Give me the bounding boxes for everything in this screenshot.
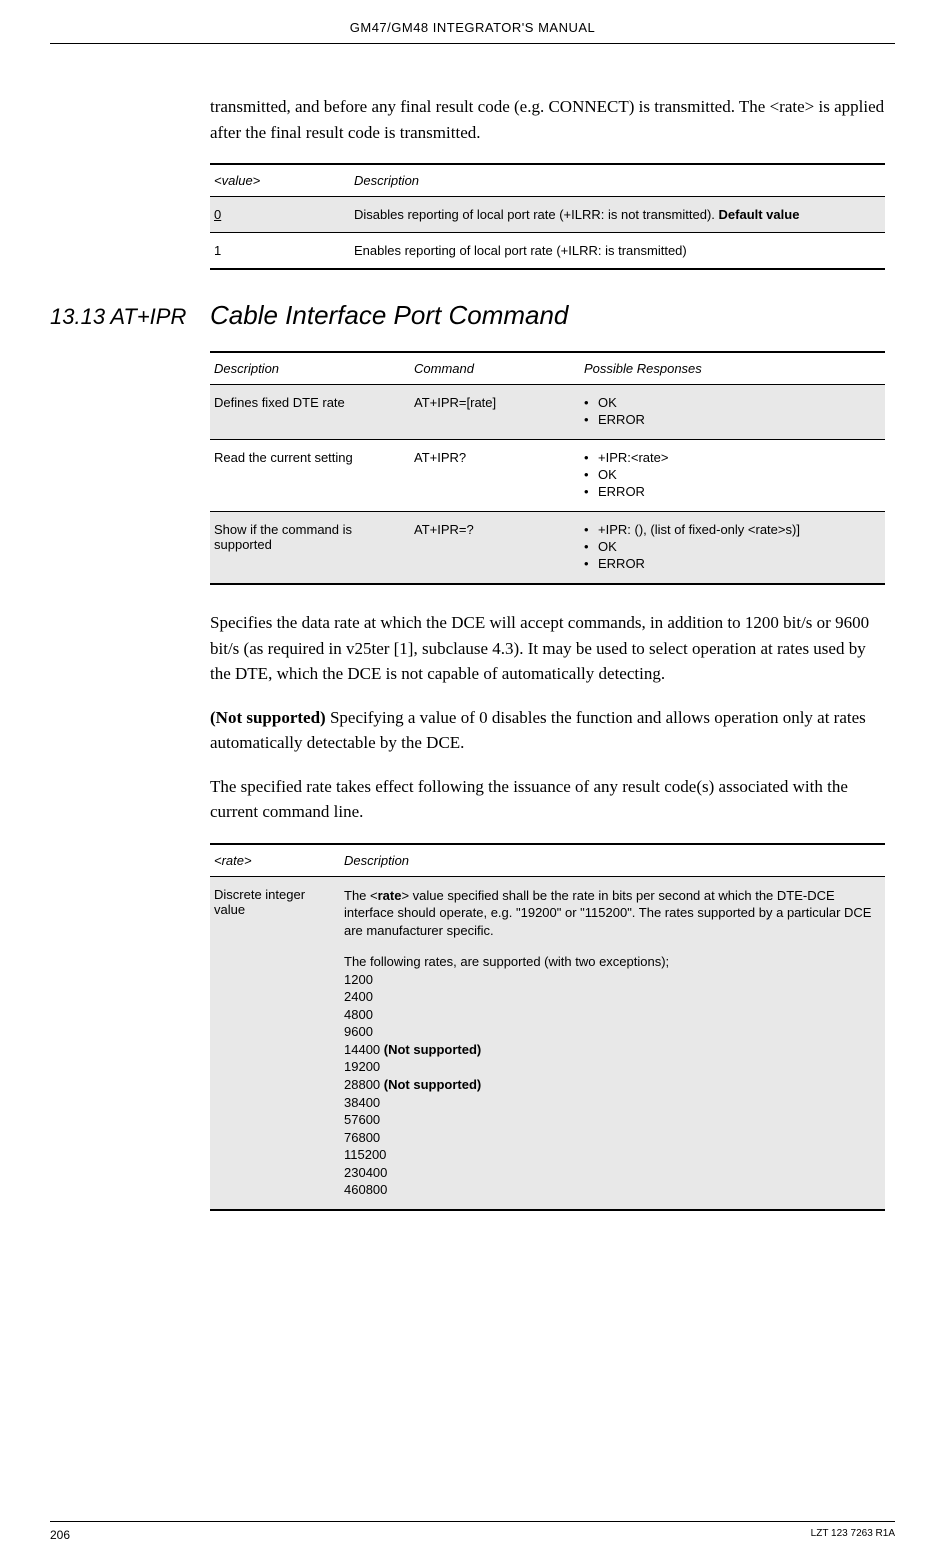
t2-col2-header: Command <box>410 352 580 385</box>
t2-r2-cmd: AT+IPR=? <box>410 512 580 585</box>
rate-line: 14400 (Not supported) <box>344 1041 875 1059</box>
rate-v: 1200 <box>344 972 373 987</box>
rate-ns: (Not supported) <box>380 1077 481 1092</box>
t2-r0-cmd: AT+IPR=[rate] <box>410 385 580 440</box>
section-heading: 13.13 AT+IPR Cable Interface Port Comman… <box>50 300 895 331</box>
rate-v: 2400 <box>344 989 373 1004</box>
table-row: 0 Disables reporting of local port rate … <box>210 197 885 233</box>
t1-r1-value: 1 <box>214 243 221 258</box>
rate-v: 115200 <box>344 1147 386 1162</box>
rate-v: 230400 <box>344 1165 387 1180</box>
rate-v: 76800 <box>344 1130 380 1145</box>
rate-ns: (Not supported) <box>380 1042 481 1057</box>
section-title: Cable Interface Port Command <box>210 300 568 331</box>
rate-line: 2400 <box>344 988 875 1006</box>
section-number: 13.13 AT+IPR <box>50 304 210 330</box>
rate-line: 57600 <box>344 1111 875 1129</box>
t3-value: Discrete integer value <box>210 876 340 1210</box>
response-item: ERROR <box>584 484 875 499</box>
rate-line: 28800 (Not supported) <box>344 1076 875 1094</box>
t1-col2-header: Description <box>350 164 885 197</box>
value-description-table: <value> Description 0 Disables reporting… <box>210 163 885 270</box>
rate-line: 4800 <box>344 1006 875 1024</box>
table-row: Discrete integer value The <rate> value … <box>210 876 885 1210</box>
t3-col2-header: Description <box>340 844 885 877</box>
rate-line: 76800 <box>344 1129 875 1147</box>
t2-r0-desc: Defines fixed DTE rate <box>210 385 410 440</box>
rate-line: 9600 <box>344 1023 875 1041</box>
t2-col3-header: Possible Responses <box>580 352 885 385</box>
t3-desc-p1-b: > value specified shall be the rate in b… <box>344 888 871 938</box>
t2-col1-header: Description <box>210 352 410 385</box>
t1-r0-desc: Disables reporting of local port rate (+… <box>354 207 719 222</box>
rate-v: 460800 <box>344 1182 387 1197</box>
t1-r0-value: 0 <box>214 207 221 222</box>
page-footer: 206 LZT 123 7263 R1A <box>50 1521 895 1542</box>
t3-desc-p1-bold: rate <box>378 888 402 903</box>
response-item: OK <box>584 539 875 554</box>
t3-desc-p1: The <rate> value specified shall be the … <box>344 887 875 940</box>
rate-v: 9600 <box>344 1024 373 1039</box>
table-row: Read the current setting AT+IPR? +IPR:<r… <box>210 440 885 512</box>
paragraph-1: Specifies the data rate at which the DCE… <box>210 610 885 687</box>
rate-v: 28800 <box>344 1077 380 1092</box>
t2-r1-desc: Read the current setting <box>210 440 410 512</box>
response-item: +IPR:<rate> <box>584 450 875 465</box>
doc-id: LZT 123 7263 R1A <box>811 1528 895 1542</box>
rate-line: 19200 <box>344 1058 875 1076</box>
t2-r2-responses: +IPR: (), (list of fixed-only <rate>s)] … <box>584 522 875 571</box>
rate-line: 1200 <box>344 971 875 989</box>
para2-bold: (Not supported) <box>210 708 326 727</box>
rate-description-table: <rate> Description Discrete integer valu… <box>210 843 885 1211</box>
t3-col1-header: <rate> <box>210 844 340 877</box>
rate-line: 115200 <box>344 1146 875 1164</box>
rate-v: 14400 <box>344 1042 380 1057</box>
t1-col1-header: <value> <box>210 164 350 197</box>
rate-v: 38400 <box>344 1095 380 1110</box>
table-row: 1 Enables reporting of local port rate (… <box>210 233 885 270</box>
t2-r0-responses: OK ERROR <box>584 395 875 427</box>
response-item: ERROR <box>584 556 875 571</box>
response-item: +IPR: (), (list of fixed-only <rate>s)] <box>584 522 875 537</box>
paragraph-3: The specified rate takes effect followin… <box>210 774 885 825</box>
table-row: Show if the command is supported AT+IPR=… <box>210 512 885 585</box>
t1-r0-desc-bold: Default value <box>719 207 800 222</box>
response-item: ERROR <box>584 412 875 427</box>
rate-line: 38400 <box>344 1094 875 1112</box>
rate-line: 230400 <box>344 1164 875 1182</box>
command-table: Description Command Possible Responses D… <box>210 351 885 585</box>
rate-line: 460800 <box>344 1181 875 1199</box>
t2-r1-responses: +IPR:<rate> OK ERROR <box>584 450 875 499</box>
response-item: OK <box>584 467 875 482</box>
response-item: OK <box>584 395 875 410</box>
intro-paragraph: transmitted, and before any final result… <box>210 94 885 145</box>
t3-desc-p2: The following rates, are supported (with… <box>344 953 875 971</box>
t2-r2-desc: Show if the command is supported <box>210 512 410 585</box>
table-row: Defines fixed DTE rate AT+IPR=[rate] OK … <box>210 385 885 440</box>
t3-desc-p1-a: The < <box>344 888 378 903</box>
t1-r1-desc: Enables reporting of local port rate (+I… <box>354 243 687 258</box>
t2-r1-cmd: AT+IPR? <box>410 440 580 512</box>
rate-v: 4800 <box>344 1007 373 1022</box>
rate-v: 57600 <box>344 1112 380 1127</box>
header-title: GM47/GM48 INTEGRATOR'S MANUAL <box>50 20 895 44</box>
page-number: 206 <box>50 1528 70 1542</box>
paragraph-2: (Not supported) Specifying a value of 0 … <box>210 705 885 756</box>
rate-v: 19200 <box>344 1059 380 1074</box>
